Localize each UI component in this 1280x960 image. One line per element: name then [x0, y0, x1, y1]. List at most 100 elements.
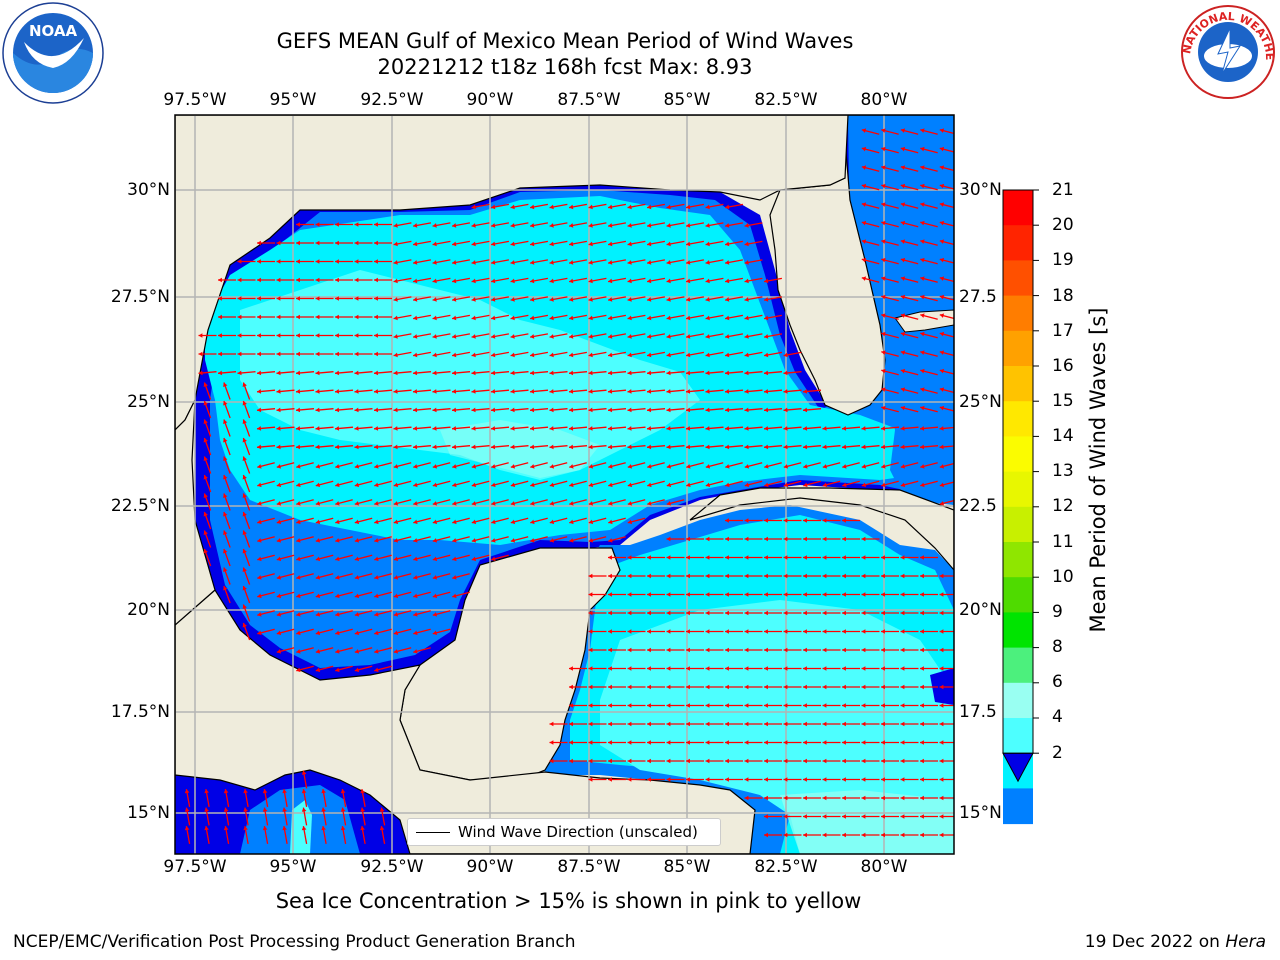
wind-arrow: [393, 389, 412, 394]
wind-arrow: [685, 203, 705, 210]
wind-arrow: [939, 777, 954, 782]
wind-arrow: [842, 758, 860, 764]
wind-arrow: [510, 351, 529, 358]
lon-tick-top: 82.5°W: [754, 90, 818, 110]
wind-arrow: [822, 740, 841, 745]
wind-arrow: [257, 499, 275, 506]
wind-arrow: [529, 296, 549, 302]
wind-arrow: [451, 240, 471, 247]
colorbar-band: [1003, 225, 1033, 261]
wind-arrow: [783, 462, 802, 469]
wind-arrow: [198, 370, 217, 376]
wind-arrow: [900, 777, 919, 782]
map-title: GEFS MEAN Gulf of Mexico Mean Period of …: [276, 29, 854, 53]
texas-coast-land: [175, 115, 954, 431]
wind-arrow: [744, 407, 763, 413]
wind-arrow: [724, 370, 744, 376]
wind-arrow: [588, 480, 607, 488]
wind-arrow: [491, 499, 509, 506]
wind-arrow: [413, 573, 431, 580]
wind-arrow: [608, 536, 626, 543]
wind-arrow: [725, 536, 743, 542]
wind-arrow: [705, 333, 724, 339]
wind-arrow: [705, 536, 724, 542]
wind-arrow: [432, 351, 451, 358]
wind-arrow: [393, 259, 412, 265]
colorbar-tick: 6: [1052, 672, 1063, 692]
wind-arrow: [627, 444, 646, 450]
wind-arrow: [686, 758, 704, 764]
colorbar-band: [1003, 788, 1033, 825]
wind-arrow: [822, 647, 841, 653]
wind-arrow: [549, 426, 568, 431]
colorbar: [1002, 189, 1039, 825]
wind-arrow: [257, 628, 275, 636]
wind-arrow: [588, 389, 607, 394]
wind-arrow: [276, 389, 295, 394]
wind-arrow: [900, 350, 919, 357]
wind-arrow: [764, 629, 782, 634]
wind-arrow: [393, 333, 412, 339]
lon-tick-bottom: 80°W: [860, 857, 908, 877]
wind-arrow: [223, 400, 231, 419]
wind-arrow: [608, 592, 626, 597]
wind-arrow: [413, 628, 431, 636]
wind-arrow: [432, 314, 451, 321]
wind-arrow: [920, 220, 938, 228]
wind-arrow: [529, 314, 549, 321]
wind-arrow: [218, 351, 236, 357]
footer-credit: NCEP/EMC/Verification Post Processing Pr…: [13, 932, 576, 952]
wind-arrow: [242, 511, 251, 530]
wind-arrow: [315, 314, 334, 320]
wind-arrow: [529, 351, 549, 358]
wind-arrow: [276, 591, 295, 599]
colorbar-tick: 14: [1052, 426, 1074, 446]
wind-arrow: [549, 222, 568, 228]
wind-arrow: [646, 407, 666, 413]
wind-arrow: [354, 647, 373, 654]
wind-arrow: [237, 259, 256, 264]
wind-arrow: [432, 536, 451, 543]
wind-arrow: [490, 314, 510, 321]
lat-tick-left: 30°N: [127, 180, 170, 200]
wind-arrow: [432, 370, 451, 376]
wind-arrow: [335, 665, 353, 673]
wind-arrow: [315, 628, 334, 636]
wind-arrow: [237, 333, 256, 338]
wind-arrow: [939, 257, 954, 264]
wind-arrow: [354, 259, 373, 264]
wind-arrow: [764, 647, 782, 653]
wind-arrow: [900, 555, 919, 560]
lon-tick-bottom: 95°W: [269, 857, 317, 877]
wind-arrow: [374, 314, 392, 320]
wind-arrow: [412, 277, 432, 284]
wind-arrow: [900, 405, 919, 413]
wind-arrow: [744, 222, 763, 228]
lon-tick-top: 85°W: [663, 90, 711, 110]
wind-arrow: [354, 370, 373, 376]
wind-arrow: [223, 456, 231, 474]
wind-arrow: [763, 389, 783, 394]
wind-arrow: [569, 536, 587, 543]
wind-arrow: [666, 647, 685, 653]
wind-arrow: [803, 666, 821, 671]
wind-arrow: [881, 684, 899, 690]
wind-arrow: [627, 462, 646, 469]
wind-arrow: [296, 277, 314, 283]
wind-arrow: [841, 426, 861, 431]
wind-arrow: [529, 259, 549, 265]
wind-arrow: [451, 314, 471, 321]
wind-arrow: [296, 462, 314, 469]
wind-arrow: [647, 610, 665, 616]
wind-arrow: [471, 462, 490, 469]
wind-arrow: [257, 296, 275, 301]
wind-arrow: [686, 629, 704, 634]
wind-arrow: [685, 222, 705, 228]
wind-arrow: [861, 832, 880, 838]
wind-arrow: [939, 313, 954, 320]
wind-arrow: [685, 296, 705, 302]
wind-arrow: [900, 313, 919, 320]
wind-arrow: [900, 462, 919, 469]
wind-arrow: [471, 240, 490, 247]
wind-arrow: [242, 419, 251, 437]
